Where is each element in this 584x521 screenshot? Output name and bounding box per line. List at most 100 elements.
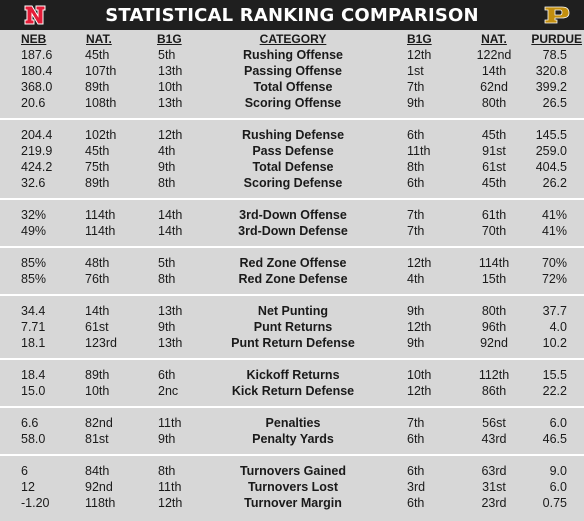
category-label: Rushing Defense	[241, 128, 345, 142]
category-label: Net Punting	[257, 304, 329, 318]
purdue-value: 26.2	[542, 176, 567, 190]
neb-b1g-rank: 13th	[158, 336, 183, 350]
neb-b1g-rank: 14th	[158, 208, 183, 222]
category-label: Penalties	[265, 416, 321, 430]
purdue-national-rank: 86th	[481, 384, 507, 398]
neb-national-rank: 107th	[85, 64, 117, 78]
purdue-value: 72%	[541, 272, 567, 286]
neb-b1g-rank: 4th	[158, 144, 176, 158]
neb-national-rank: 75th	[85, 160, 110, 174]
purdue-value: 6.0	[549, 480, 567, 494]
category-label: Total Defense	[252, 160, 334, 174]
purdue-value: 6.0	[549, 416, 567, 430]
header-bar: STATISTICAL RANKING COMPARISON	[0, 0, 584, 30]
purdue-value: 399.2	[535, 80, 567, 94]
purdue-national-rank: 114th	[478, 256, 510, 270]
purdue-national-rank: 91st	[482, 144, 506, 158]
neb-b1g-rank: 8th	[158, 464, 176, 478]
category-label: Penalty Yards	[252, 432, 334, 446]
column-header-neb-b1g: B1G	[157, 32, 182, 46]
neb-national-rank: 10th	[85, 384, 110, 398]
neb-value: 85%	[21, 256, 47, 270]
neb-value: 18.1	[21, 336, 46, 350]
purdue-value: 41%	[541, 208, 567, 222]
purdue-national-rank: 62nd	[480, 80, 508, 94]
category-label: Kickoff Returns	[246, 368, 340, 382]
neb-value: 85%	[21, 272, 47, 286]
purdue-b1g-rank: 7th	[407, 224, 425, 238]
column-header-category: CATEGORY	[259, 32, 327, 46]
category-label: Turnover Margin	[244, 496, 342, 510]
purdue-value: 26.5	[542, 96, 567, 110]
neb-b1g-rank: 13th	[158, 304, 183, 318]
purdue-national-rank: 45th	[481, 176, 507, 190]
neb-national-rank: 114th	[85, 224, 116, 238]
neb-value: 6	[21, 464, 28, 478]
neb-national-rank: 89th	[85, 176, 110, 190]
category-label: 3rd-Down Defense	[238, 224, 348, 238]
section-divider	[0, 198, 584, 200]
purdue-p-logo	[544, 6, 570, 24]
purdue-national-rank: 70th	[481, 224, 507, 238]
purdue-value: 4.0	[549, 320, 567, 334]
purdue-b1g-rank: 8th	[407, 160, 425, 174]
neb-national-rank: 14th	[85, 304, 110, 318]
section-divider	[0, 406, 584, 408]
purdue-national-rank: 43rd	[481, 432, 507, 446]
purdue-b1g-rank: 6th	[407, 176, 425, 190]
purdue-national-rank: 112th	[478, 368, 510, 382]
neb-value: 32.6	[21, 176, 46, 190]
purdue-national-rank: 45th	[481, 128, 507, 142]
purdue-national-rank: 23rd	[481, 496, 507, 510]
neb-national-rank: 89th	[85, 80, 110, 94]
neb-value: 7.71	[21, 320, 46, 334]
purdue-b1g-rank: 12th	[407, 256, 432, 270]
neb-national-rank: 118th	[85, 496, 116, 510]
neb-b1g-rank: 11th	[158, 416, 182, 430]
purdue-value: 70%	[541, 256, 567, 270]
neb-value: 180.4	[21, 64, 53, 78]
purdue-value: 37.7	[542, 304, 567, 318]
purdue-national-rank: 92nd	[480, 336, 508, 350]
purdue-national-rank: 15th	[481, 272, 507, 286]
purdue-value: 145.5	[535, 128, 567, 142]
category-label: Total Offense	[253, 80, 333, 94]
purdue-national-rank: 31st	[482, 480, 506, 494]
purdue-b1g-rank: 11th	[407, 144, 431, 158]
neb-value: 34.4	[21, 304, 46, 318]
purdue-b1g-rank: 4th	[407, 272, 425, 286]
neb-national-rank: 76th	[85, 272, 110, 286]
section-divider	[0, 454, 584, 456]
category-label: Turnovers Gained	[239, 464, 347, 478]
purdue-value: 320.8	[535, 64, 567, 78]
purdue-b1g-rank: 6th	[407, 464, 425, 478]
purdue-b1g-rank: 9th	[407, 304, 425, 318]
category-label: Turnovers Lost	[247, 480, 339, 494]
purdue-national-rank: 61th	[481, 208, 507, 222]
purdue-value: 0.75	[542, 496, 567, 510]
neb-national-rank: 61st	[85, 320, 109, 334]
neb-value: 49%	[21, 224, 47, 238]
purdue-value: 41%	[541, 224, 567, 238]
purdue-value: 9.0	[549, 464, 567, 478]
column-header-purdue: PURDUE	[531, 32, 582, 46]
category-label: 3rd-Down Offense	[239, 208, 347, 222]
purdue-value: 10.2	[542, 336, 567, 350]
neb-national-rank: 108th	[85, 96, 117, 110]
neb-value: 424.2	[21, 160, 53, 174]
section-divider	[0, 358, 584, 360]
neb-b1g-rank: 13th	[158, 64, 183, 78]
neb-national-rank: 102th	[85, 128, 117, 142]
purdue-national-rank: 80th	[481, 304, 507, 318]
purdue-b1g-rank: 3rd	[407, 480, 426, 494]
purdue-national-rank: 96th	[481, 320, 507, 334]
column-header-purdue-b1g: B1G	[407, 32, 432, 46]
neb-b1g-rank: 8th	[158, 272, 176, 286]
purdue-value: 259.0	[535, 144, 567, 158]
neb-value: 187.6	[21, 48, 53, 62]
neb-b1g-rank: 5th	[158, 256, 176, 270]
category-label: Rushing Offense	[242, 48, 343, 62]
purdue-national-rank: 122nd	[476, 48, 512, 62]
neb-national-rank: 82nd	[85, 416, 113, 430]
purdue-b1g-rank: 12th	[407, 48, 432, 62]
